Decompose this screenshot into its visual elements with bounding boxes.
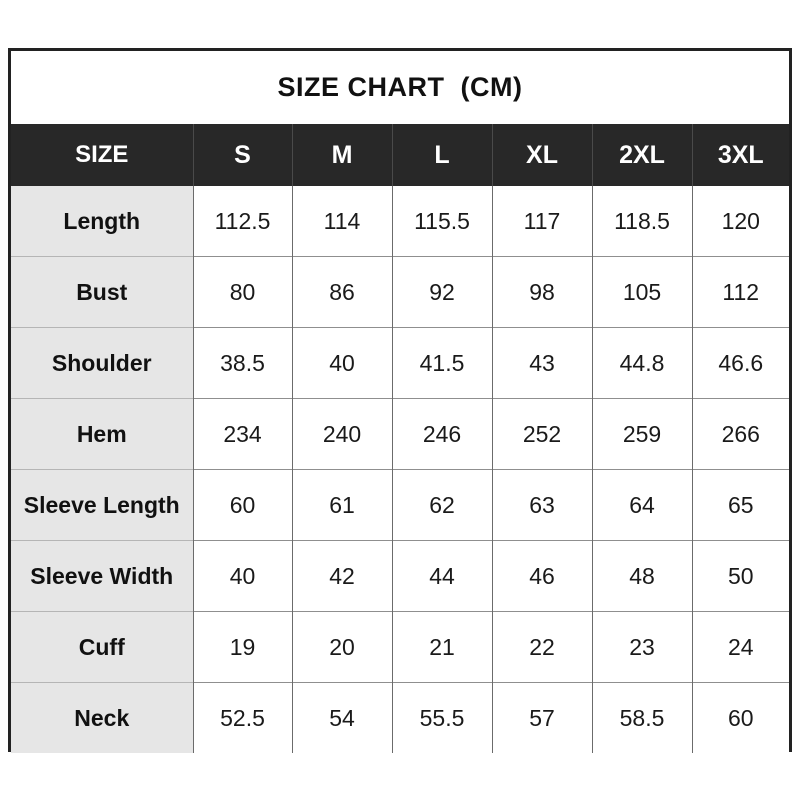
cell-hem-3xl: 266 [691, 398, 790, 470]
cell-cuff-2xl: 23 [591, 611, 692, 683]
header-size-label: SIZE [11, 124, 193, 186]
header-size-l: L [391, 124, 492, 186]
chart-title-cell: SIZE CHART (CM) [11, 51, 790, 124]
cell-neck-m: 54 [291, 682, 392, 753]
row-label-length: Length [11, 186, 193, 257]
row-label-cuff: Cuff [11, 611, 193, 683]
cell-sleeve-length-2xl: 64 [591, 469, 692, 541]
row-label-neck: Neck [11, 682, 193, 753]
cell-length-l: 115.5 [391, 186, 492, 257]
cell-sleeve-length-l: 62 [391, 469, 492, 541]
cell-cuff-s: 19 [192, 611, 292, 683]
cell-length-xl: 117 [491, 186, 592, 257]
row-label-shoulder: Shoulder [11, 327, 193, 399]
cell-sleeve-length-m: 61 [291, 469, 392, 541]
row-label-hem: Hem [11, 398, 193, 470]
cell-bust-m: 86 [291, 256, 392, 328]
cell-neck-3xl: 60 [691, 682, 790, 753]
cell-shoulder-m: 40 [291, 327, 392, 399]
column-header-row: SIZE S M L XL 2XL 3XL [11, 124, 790, 186]
header-size-xl: XL [491, 124, 592, 186]
cell-sleeve-width-xl: 46 [491, 540, 592, 612]
table-row: Bust 80 86 92 98 105 112 [11, 256, 790, 328]
cell-hem-l: 246 [391, 398, 492, 470]
cell-neck-s: 52.5 [192, 682, 292, 753]
cell-neck-l: 55.5 [391, 682, 492, 753]
size-chart-head: SIZE CHART (CM) SIZE S M L XL 2XL 3XL [11, 51, 790, 186]
cell-sleeve-width-l: 44 [391, 540, 492, 612]
header-size-m: M [291, 124, 392, 186]
table-row: Cuff 19 20 21 22 23 24 [11, 611, 790, 683]
table-row: Sleeve Length 60 61 62 63 64 65 [11, 469, 790, 541]
size-chart-container: SIZE CHART (CM) SIZE S M L XL 2XL 3XL Le… [8, 48, 792, 753]
header-size-s: S [192, 124, 292, 186]
cell-length-2xl: 118.5 [591, 186, 692, 257]
cell-shoulder-s: 38.5 [192, 327, 292, 399]
cell-sleeve-width-m: 42 [291, 540, 392, 612]
cell-cuff-l: 21 [391, 611, 492, 683]
size-chart-body: Length 112.5 114 115.5 117 118.5 120 Bus… [11, 186, 790, 753]
cell-hem-m: 240 [291, 398, 392, 470]
cell-shoulder-3xl: 46.6 [691, 327, 790, 399]
cell-hem-s: 234 [192, 398, 292, 470]
cell-cuff-m: 20 [291, 611, 392, 683]
cell-shoulder-xl: 43 [491, 327, 592, 399]
cell-bust-s: 80 [192, 256, 292, 328]
table-row: Shoulder 38.5 40 41.5 43 44.8 46.6 [11, 327, 790, 399]
chart-title-row: SIZE CHART (CM) [11, 51, 790, 124]
row-label-sleeve-length: Sleeve Length [11, 469, 193, 541]
table-row: Neck 52.5 54 55.5 57 58.5 60 [11, 682, 790, 753]
cell-sleeve-length-xl: 63 [491, 469, 592, 541]
cell-neck-xl: 57 [491, 682, 592, 753]
page-title: SIZE CHART (CM) [277, 72, 523, 102]
cell-hem-2xl: 259 [591, 398, 692, 470]
header-size-3xl: 3XL [691, 124, 790, 186]
cell-bust-l: 92 [391, 256, 492, 328]
cell-sleeve-length-3xl: 65 [691, 469, 790, 541]
table-row: Length 112.5 114 115.5 117 118.5 120 [11, 186, 790, 257]
cell-sleeve-length-s: 60 [192, 469, 292, 541]
cell-sleeve-width-s: 40 [192, 540, 292, 612]
cell-bust-3xl: 112 [691, 256, 790, 328]
cell-hem-xl: 252 [491, 398, 592, 470]
row-label-sleeve-width: Sleeve Width [11, 540, 193, 612]
cell-bust-2xl: 105 [591, 256, 692, 328]
cell-length-s: 112.5 [192, 186, 292, 257]
header-size-2xl: 2XL [591, 124, 692, 186]
row-label-bust: Bust [11, 256, 193, 328]
size-chart-table: SIZE CHART (CM) SIZE S M L XL 2XL 3XL Le… [11, 51, 790, 753]
cell-cuff-3xl: 24 [691, 611, 790, 683]
cell-sleeve-width-3xl: 50 [691, 540, 790, 612]
cell-cuff-xl: 22 [491, 611, 592, 683]
cell-neck-2xl: 58.5 [591, 682, 692, 753]
cell-length-3xl: 120 [691, 186, 790, 257]
table-row: Hem 234 240 246 252 259 266 [11, 398, 790, 470]
cell-sleeve-width-2xl: 48 [591, 540, 692, 612]
cell-bust-xl: 98 [491, 256, 592, 328]
table-row: Sleeve Width 40 42 44 46 48 50 [11, 540, 790, 612]
cell-shoulder-l: 41.5 [391, 327, 492, 399]
cell-length-m: 114 [291, 186, 392, 257]
cell-shoulder-2xl: 44.8 [591, 327, 692, 399]
